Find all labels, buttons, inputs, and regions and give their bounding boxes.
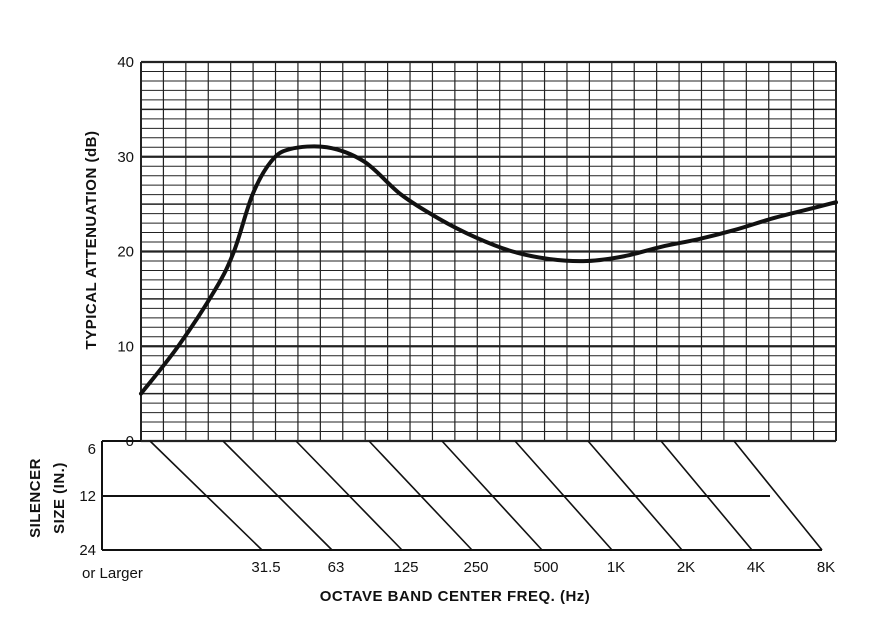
y-tick-labels: 0 10 20 30 40 — [117, 54, 134, 450]
x-axis-title: OCTAVE BAND CENTER FREQ. (Hz) — [320, 588, 591, 605]
y-tick-label: 30 — [117, 149, 134, 166]
silencer-size-title-line2: SIZE (IN.) — [51, 462, 68, 534]
silencer-size-label: 6 — [88, 441, 96, 458]
nomograph-diagonal — [149, 440, 263, 551]
y-tick-label: 40 — [117, 54, 134, 71]
y-tick-label: 10 — [117, 338, 134, 355]
frequency-label: 8K — [817, 559, 835, 576]
nomograph-diagonal — [295, 440, 403, 551]
nomograph-diagonal — [587, 440, 683, 551]
silencer-size-label: 12 — [79, 488, 96, 505]
nomograph-diagonal — [514, 440, 613, 551]
attenuation-curve — [139, 144, 838, 396]
silencer-size-label: 24 — [79, 542, 96, 559]
frequency-label: 2K — [677, 559, 695, 576]
nomograph-diagonal — [441, 440, 543, 551]
y-tick-label: 0 — [126, 433, 134, 450]
frequency-label: 250 — [463, 559, 488, 576]
nomograph-diagonal — [368, 440, 473, 551]
or-larger-label: or Larger — [82, 565, 143, 582]
silencer-size-title-line1: SILENCER — [27, 458, 44, 538]
nomograph-diagonal — [733, 440, 823, 551]
y-axis-title: TYPICAL ATTENUATION (dB) — [83, 131, 100, 350]
frequency-label: 1K — [607, 559, 625, 576]
y-tick-label: 20 — [117, 244, 134, 261]
chart-grid — [102, 60, 837, 443]
silencer-nomograph — [101, 440, 823, 551]
frequency-label: 125 — [393, 559, 418, 576]
frequency-label: 500 — [533, 559, 558, 576]
frequency-label: 4K — [747, 559, 765, 576]
nomograph-diagonal — [660, 440, 753, 551]
nomograph-diagonal — [222, 440, 333, 551]
frequency-label: 31.5 — [251, 559, 280, 576]
frequency-label: 63 — [328, 559, 345, 576]
nomograph-labels: 6 12 24 31.5 63 125 250 500 1K 2K 4K 8K — [79, 441, 835, 576]
